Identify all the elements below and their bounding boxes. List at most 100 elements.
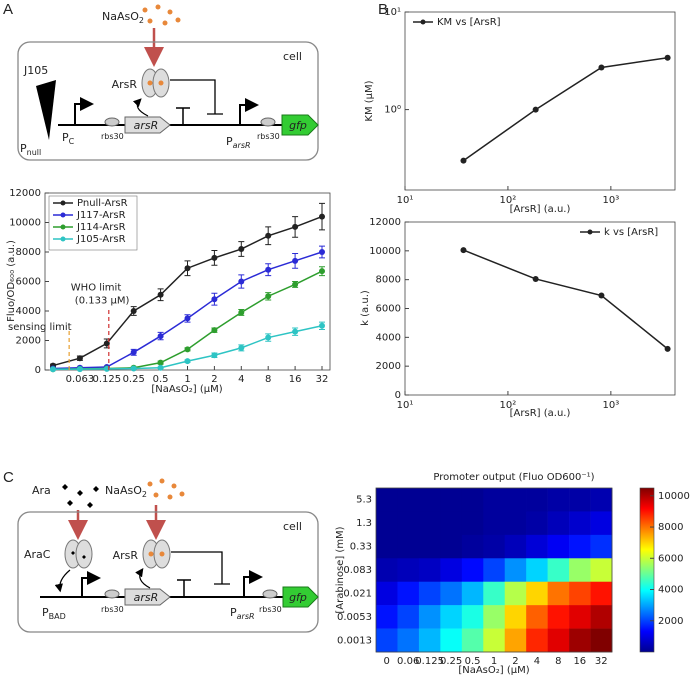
text: null	[27, 148, 42, 157]
text: arsR	[233, 141, 251, 150]
legend-label: Pnull-ArsR	[77, 198, 128, 209]
data-point	[319, 249, 325, 255]
data-point	[184, 346, 191, 353]
colorbar-label: 4000	[658, 585, 683, 596]
data-point	[292, 281, 299, 288]
text: 2	[142, 490, 147, 499]
heatmap-cell	[418, 511, 441, 536]
heatmap-cell	[397, 558, 420, 583]
data-point	[130, 365, 137, 372]
gene-label: arsR	[134, 119, 159, 132]
x-tick-label: 2	[512, 656, 518, 667]
promoter-label: PC	[62, 131, 75, 146]
data-point	[292, 257, 299, 264]
library-label: J105	[23, 64, 48, 77]
x-tick-label: 16	[289, 374, 302, 385]
diagram-a: NaAsO2 cell ArsR J105 Pnull PC rbs30 ars…	[17, 4, 319, 161]
text: arsR	[237, 612, 255, 621]
chart-title: Promoter output (Fluo OD600⁻¹)	[433, 472, 594, 483]
heatmap-cell	[397, 581, 420, 606]
x-tick-label: 4	[238, 374, 244, 385]
data-point	[238, 309, 245, 316]
data-point	[157, 291, 164, 298]
heatmap-cell	[418, 488, 441, 512]
data-point	[211, 254, 218, 261]
text: NaAsO	[102, 10, 139, 23]
x-tick-label: 10¹	[397, 400, 414, 411]
arsenite-dots	[142, 4, 181, 26]
promoter	[81, 571, 101, 597]
data-point	[184, 315, 191, 322]
y-tick-label: 10000	[9, 218, 41, 229]
data-point	[238, 278, 245, 285]
data-point	[319, 322, 325, 329]
heatmap-cell	[483, 488, 506, 512]
inducer-label: NaAsO2	[102, 10, 144, 25]
heatmap-cell	[547, 628, 570, 653]
x-tick-label: 16	[573, 656, 586, 667]
x-tick-label: 1	[491, 656, 497, 667]
arsenite-dots	[147, 478, 185, 500]
heatmap-cell	[418, 628, 441, 653]
heatmap-cell	[440, 534, 463, 559]
plot-frame	[404, 11, 676, 191]
rbs	[260, 117, 276, 127]
y-tick-label: 2000	[16, 336, 41, 347]
promoter-label: PBAD	[42, 606, 66, 621]
heatmap-cell	[440, 605, 463, 629]
x-tick-label: 10³	[602, 195, 619, 206]
data-point	[319, 268, 325, 275]
x-tick-label: 0.5	[465, 656, 481, 667]
data-point	[184, 358, 191, 365]
panel-label: A	[3, 1, 13, 18]
heatmap-cell	[376, 605, 398, 629]
heatmap-cell	[376, 628, 398, 653]
heatmap-cell	[590, 605, 613, 629]
gene	[124, 588, 171, 606]
data-point	[130, 349, 137, 356]
heatmap-cell	[418, 605, 441, 629]
gene	[124, 116, 171, 134]
x-axis-label: [NaAsO₂] (μM)	[458, 665, 529, 676]
heatmap-cell	[483, 511, 506, 536]
protein-label: ArsR	[112, 78, 138, 91]
data-point	[292, 223, 299, 230]
rbs-label: rbs30	[259, 605, 282, 614]
repression	[171, 551, 230, 585]
heatmap-cell	[376, 558, 398, 583]
wedge	[36, 80, 56, 140]
y-tick-label: 2000	[376, 361, 401, 372]
heatmap-cell	[461, 628, 484, 653]
data-point	[265, 334, 272, 341]
y-tick-label: 1.3	[356, 518, 372, 529]
data-point	[211, 296, 218, 303]
legend-label: J114-ArsR	[76, 222, 126, 233]
y-tick-label: 8000	[16, 247, 41, 258]
heatmap-cell	[590, 534, 613, 559]
legend-marker	[587, 229, 593, 235]
x-tick-label: 0.25	[440, 656, 462, 667]
arrow	[132, 98, 149, 117]
y-tick-label: 12000	[369, 217, 401, 228]
heatmap-cell	[590, 581, 613, 606]
heatmap-cell	[504, 628, 527, 653]
x-tick-label: 10³	[602, 400, 619, 411]
y-tick-label: 0.021	[343, 588, 372, 599]
heatmap-cell	[440, 628, 463, 653]
y-tick-label: 0	[395, 390, 401, 401]
heatmap-cell	[547, 488, 570, 512]
legend-marker	[420, 19, 426, 25]
data-point	[265, 293, 272, 300]
legend-label: k vs [ArsR]	[604, 227, 658, 238]
terminator	[176, 107, 190, 125]
colorbar-label: 6000	[658, 553, 683, 564]
x-tick-label: 10²	[500, 400, 517, 411]
heatmap-cell	[461, 488, 484, 512]
heatmap-cell	[376, 581, 398, 606]
text: C	[69, 137, 75, 146]
heatmap-cell	[504, 581, 527, 606]
heatmap-cell	[461, 534, 484, 559]
data-point	[184, 265, 191, 272]
panel-label: C	[3, 469, 14, 486]
